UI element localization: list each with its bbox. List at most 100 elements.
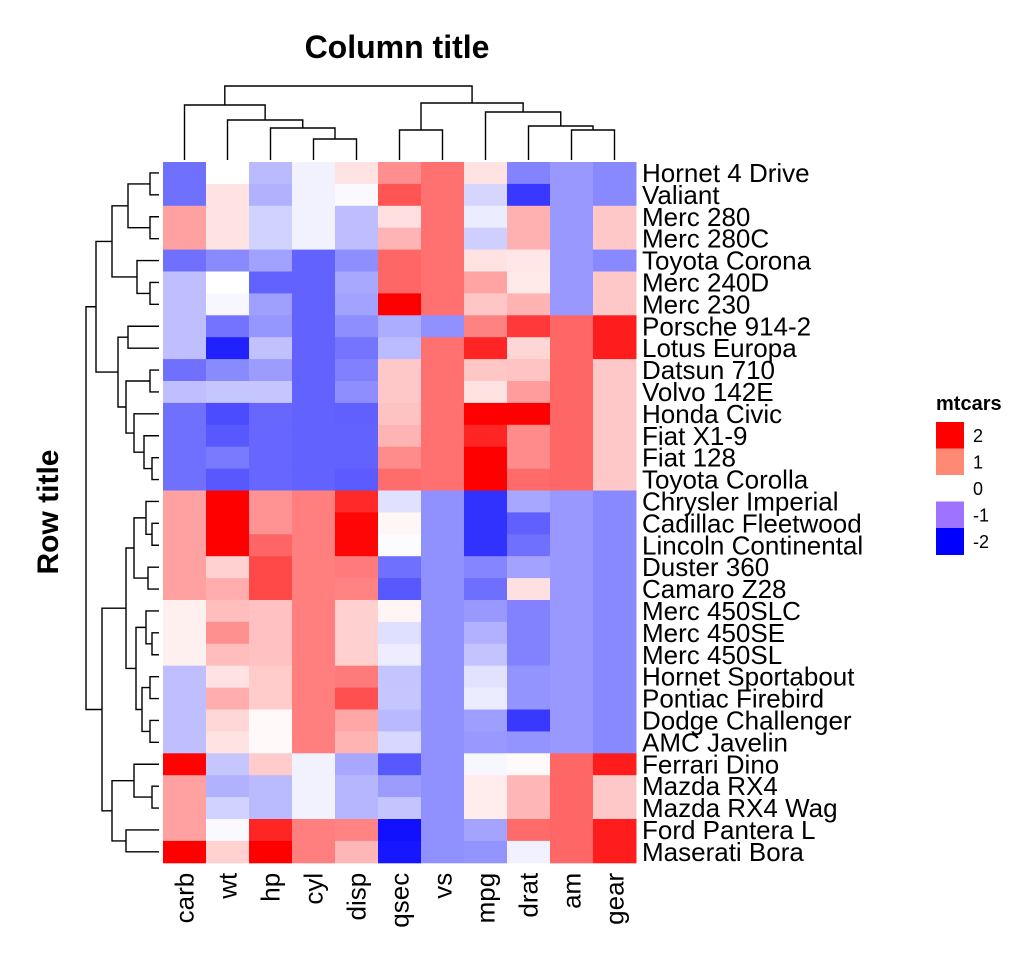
heatmap-cell-merc-240d-drat <box>507 271 551 294</box>
row-label: Lotus Europa <box>642 333 797 363</box>
heatmap-cell-toyota-corona-qsec <box>378 249 422 272</box>
row-dendrogram-branch <box>133 763 159 798</box>
heatmap-cell-hornet-sportabout-qsec <box>378 665 422 689</box>
heatmap-cell-ford-pantera-l-vs <box>421 819 465 842</box>
heatmap-cell-honda-civic-carb <box>163 402 207 426</box>
heatmap-cell-mazda-rx4-mpg <box>464 775 508 798</box>
heatmap-cell-lotus-europa-hp <box>249 337 293 360</box>
heatmap-cell-toyota-corona-drat <box>507 249 551 272</box>
heatmap-cell-merc-230-cyl <box>292 293 336 316</box>
heatmap-cell-mazda-rx4-gear <box>593 775 637 798</box>
heatmap-cell-cadillac-fleetwood-gear <box>593 512 637 535</box>
heatmap-cell-duster-360-am <box>550 556 594 579</box>
heatmap-cell-merc-280c-hp <box>249 227 293 251</box>
heatmap-cell-honda-civic-gear <box>593 402 637 426</box>
heatmap-cell-fiat-128-carb <box>163 446 207 470</box>
heatmap-cell-duster-360-cyl <box>292 556 336 579</box>
row-label: Honda Civic <box>642 399 782 429</box>
heatmap-cells <box>163 162 637 864</box>
row-label: Mazda RX4 <box>642 771 778 801</box>
heatmap-cell-dodge-challenger-drat <box>507 709 551 732</box>
heatmap-cell-ferrari-dino-hp <box>249 753 293 776</box>
heatmap-cell-honda-civic-vs <box>421 402 465 426</box>
heatmap-cell-mazda-rx4-wag-mpg <box>464 797 508 820</box>
heatmap-cell-amc-javelin-qsec <box>378 731 422 754</box>
heatmap-cell-toyota-corolla-mpg <box>464 468 508 491</box>
heatmap-cell-merc-280c-wt <box>206 227 250 251</box>
heatmap-cell-hornet-sportabout-drat <box>507 665 551 689</box>
heatmap-cell-honda-civic-disp <box>335 402 379 426</box>
heatmap-cell-merc-450se-hp <box>249 621 293 645</box>
heatmap-cell-datsun-710-am <box>550 359 594 382</box>
column-label-mpg: mpg <box>471 873 501 924</box>
heatmap-cell-mazda-rx4-wag-cyl <box>292 797 336 820</box>
heatmap-cell-valiant-qsec <box>378 183 422 207</box>
row-dendrogram-branch <box>149 369 159 393</box>
heatmap-cell-porsche-914-2-mpg <box>464 315 508 338</box>
heatmap-cell-mazda-rx4-hp <box>249 775 293 798</box>
heatmap-cell-pontiac-firebird-cyl <box>292 687 336 710</box>
heatmap-cell-camaro-z28-drat <box>507 578 551 601</box>
row-label: Merc 230 <box>642 289 750 319</box>
heatmap-cell-merc-450slc-mpg <box>464 600 508 623</box>
heatmap-cell-porsche-914-2-qsec <box>378 315 422 338</box>
heatmap-cell-maserati-bora-qsec <box>378 840 422 864</box>
heatmap-cell-ferrari-dino-gear <box>593 753 637 776</box>
heatmap-cell-merc-280c-disp <box>335 227 379 251</box>
heatmap-cell-cadillac-fleetwood-cyl <box>292 512 336 535</box>
heatmap-cell-porsche-914-2-vs <box>421 315 465 338</box>
row-label: Fiat X1-9 <box>642 421 748 451</box>
heatmap-cell-mazda-rx4-qsec <box>378 775 422 798</box>
heatmap-cell-chrysler-imperial-disp <box>335 490 379 513</box>
heatmap-cell-merc-450sl-carb <box>163 643 207 667</box>
heatmap-cell-merc-450sl-cyl <box>292 643 336 667</box>
heatmap-cell-mazda-rx4-vs <box>421 775 465 798</box>
row-label: Pontiac Firebird <box>642 684 824 714</box>
heatmap-cell-merc-450se-drat <box>507 621 551 645</box>
heatmap-cell-toyota-corona-disp <box>335 249 379 272</box>
heatmap-cell-valiant-mpg <box>464 183 508 207</box>
heatmap-cell-cadillac-fleetwood-carb <box>163 512 207 535</box>
row-dendrogram-branch <box>151 632 159 656</box>
heatmap-cell-amc-javelin-mpg <box>464 731 508 754</box>
row-dendrogram-branch <box>149 172 159 196</box>
heatmap-cell-volvo-142e-am <box>550 381 594 404</box>
row-dendrogram-branch <box>149 281 159 306</box>
heatmap-cell-merc-450sl-wt <box>206 643 250 667</box>
row-label: Volvo 142E <box>642 377 774 407</box>
heatmap-cell-merc-280c-vs <box>421 227 465 251</box>
heatmap-cell-mazda-rx4-wt <box>206 775 250 798</box>
heatmap-cell-fiat-128-drat <box>507 446 551 470</box>
heatmap-cell-merc-280c-qsec <box>378 227 422 251</box>
heatmap-cell-ford-pantera-l-cyl <box>292 819 336 842</box>
row-label: Toyota Corona <box>642 246 812 276</box>
row-dendrogram-branch <box>95 240 118 373</box>
heatmap-cell-merc-230-vs <box>421 293 465 316</box>
heatmap-cell-maserati-bora-disp <box>335 840 379 864</box>
heatmap-cell-lincoln-continental-hp <box>249 534 293 557</box>
heatmap-cell-merc-450se-qsec <box>378 621 422 645</box>
heatmap-cell-fiat-x1-9-am <box>550 424 594 448</box>
heatmap-cell-lincoln-continental-am <box>550 534 594 557</box>
heatmap-cell-merc-280-mpg <box>464 205 508 229</box>
heatmap-cell-lotus-europa-mpg <box>464 337 508 360</box>
row-label: Merc 240D <box>642 267 769 297</box>
heatmap-cell-amc-javelin-wt <box>206 731 250 754</box>
heatmap-cell-ford-pantera-l-hp <box>249 819 293 842</box>
heatmap-cell-ferrari-dino-wt <box>206 753 250 776</box>
heatmap-cell-fiat-x1-9-gear <box>593 424 637 448</box>
row-label: Hornet Sportabout <box>642 662 855 692</box>
heatmap-cell-fiat-128-vs <box>421 446 465 470</box>
heatmap-cell-lincoln-continental-wt <box>206 534 250 557</box>
heatmap-cell-toyota-corolla-qsec <box>378 468 422 491</box>
heatmap-cell-hornet-sportabout-carb <box>163 665 207 689</box>
heatmap-cell-duster-360-hp <box>249 556 293 579</box>
row-label: Merc 450SE <box>642 618 785 648</box>
heatmap-cell-ferrari-dino-qsec <box>378 753 422 776</box>
heatmap-cell-hornet-sportabout-cyl <box>292 665 336 689</box>
heatmap-cell-amc-javelin-hp <box>249 731 293 754</box>
heatmap-cell-volvo-142e-mpg <box>464 381 508 404</box>
column-label-hp: hp <box>256 873 286 902</box>
heatmap-cell-dodge-challenger-cyl <box>292 709 336 732</box>
legend-swatch <box>936 501 964 529</box>
